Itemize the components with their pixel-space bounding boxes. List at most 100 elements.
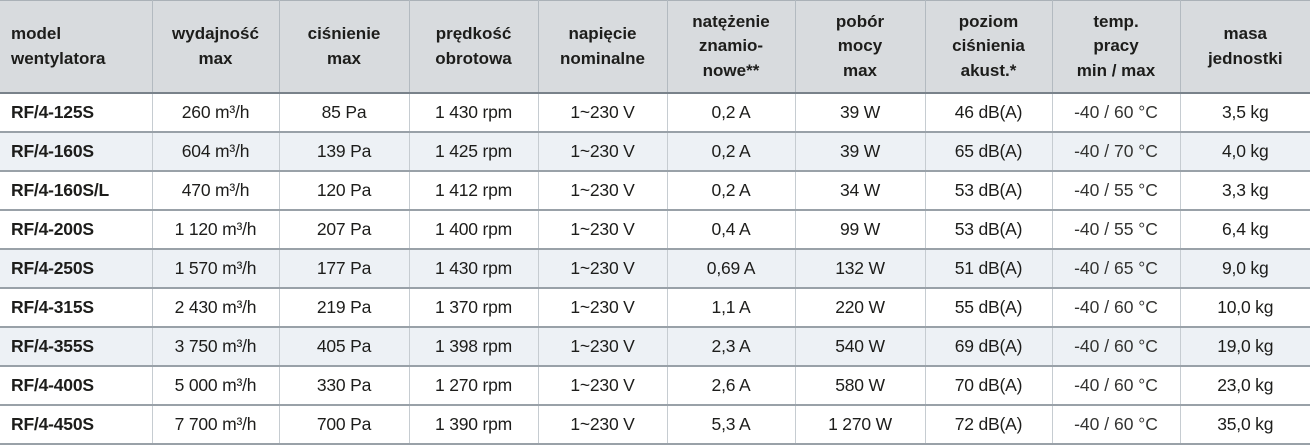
model-cell: RF/4-200S: [0, 210, 153, 250]
value-cell-pressure_max: 120 Pa: [279, 171, 410, 211]
value-cell-power_max: 99 W: [795, 210, 926, 250]
value-cell-airflow_max: 7 700 m³/h: [152, 405, 280, 445]
value-cell-nominal_voltage: 1~230 V: [538, 366, 668, 406]
value-cell-working_temp: -40 / 55 °C: [1052, 171, 1181, 211]
value-cell-rotational_speed: 1 398 rpm: [409, 327, 539, 367]
value-cell-unit_mass: 9,0 kg: [1180, 249, 1310, 289]
value-cell-working_temp: -40 / 60 °C: [1052, 366, 1181, 406]
model-cell: RF/4-315S: [0, 288, 153, 328]
value-cell-airflow_max: 3 750 m³/h: [152, 327, 280, 367]
value-cell-rotational_speed: 1 412 rpm: [409, 171, 539, 211]
value-cell-rated_current: 2,6 A: [667, 366, 796, 406]
table-row: RF/4-450S 7 700 m³/h 700 Pa 1 390 rpm 1~230 …: [0, 405, 1310, 445]
value-cell-acoustic_pressure: 55 dB(A): [925, 288, 1053, 328]
value-cell-pressure_max: 700 Pa: [279, 405, 410, 445]
value-cell-pressure_max: 330 Pa: [279, 366, 410, 406]
header-cell-airflow_max: wydajność max: [152, 0, 280, 94]
value-cell-airflow_max: 2 430 m³/h: [152, 288, 280, 328]
header-cell-working_temp: temp. pracy min / max: [1052, 0, 1181, 94]
value-cell-acoustic_pressure: 69 dB(A): [925, 327, 1053, 367]
value-cell-acoustic_pressure: 46 dB(A): [925, 93, 1053, 133]
value-cell-airflow_max: 5 000 m³/h: [152, 366, 280, 406]
header-row: model wentylatora wydajność max ciśnienie …: [0, 0, 1310, 94]
value-cell-unit_mass: 23,0 kg: [1180, 366, 1310, 406]
value-cell-power_max: 39 W: [795, 132, 926, 172]
value-cell-unit_mass: 10,0 kg: [1180, 288, 1310, 328]
model-cell: RF/4-450S: [0, 405, 153, 445]
value-cell-nominal_voltage: 1~230 V: [538, 405, 668, 445]
value-cell-rated_current: 0,4 A: [667, 210, 796, 250]
value-cell-rotational_speed: 1 425 rpm: [409, 132, 539, 172]
value-cell-working_temp: -40 / 65 °C: [1052, 249, 1181, 289]
model-cell: RF/4-355S: [0, 327, 153, 367]
value-cell-power_max: 1 270 W: [795, 405, 926, 445]
header-cell-nominal_voltage: napięcie nominalne: [538, 0, 668, 94]
value-cell-pressure_max: 219 Pa: [279, 288, 410, 328]
value-cell-rotational_speed: 1 400 rpm: [409, 210, 539, 250]
value-cell-rated_current: 0,2 A: [667, 132, 796, 172]
value-cell-pressure_max: 85 Pa: [279, 93, 410, 133]
value-cell-nominal_voltage: 1~230 V: [538, 132, 668, 172]
value-cell-unit_mass: 35,0 kg: [1180, 405, 1310, 445]
value-cell-airflow_max: 1 570 m³/h: [152, 249, 280, 289]
value-cell-airflow_max: 1 120 m³/h: [152, 210, 280, 250]
model-cell: RF/4-160S/L: [0, 171, 153, 211]
model-cell: RF/4-125S: [0, 93, 153, 133]
header-cell-unit_mass: masa jednostki: [1180, 0, 1310, 94]
value-cell-rotational_speed: 1 390 rpm: [409, 405, 539, 445]
value-cell-airflow_max: 260 m³/h: [152, 93, 280, 133]
value-cell-acoustic_pressure: 70 dB(A): [925, 366, 1053, 406]
header-cell-pressure_max: ciśnienie max: [279, 0, 410, 94]
value-cell-rated_current: 5,3 A: [667, 405, 796, 445]
table-header: model wentylatora wydajność max ciśnienie …: [0, 0, 1310, 94]
value-cell-unit_mass: 6,4 kg: [1180, 210, 1310, 250]
value-cell-nominal_voltage: 1~230 V: [538, 249, 668, 289]
value-cell-unit_mass: 4,0 kg: [1180, 132, 1310, 172]
table-row: RF/4-200S 1 120 m³/h 207 Pa 1 400 rpm 1~230 …: [0, 210, 1310, 250]
value-cell-nominal_voltage: 1~230 V: [538, 210, 668, 250]
value-cell-working_temp: -40 / 60 °C: [1052, 327, 1181, 367]
value-cell-rotational_speed: 1 370 rpm: [409, 288, 539, 328]
value-cell-nominal_voltage: 1~230 V: [538, 288, 668, 328]
value-cell-working_temp: -40 / 70 °C: [1052, 132, 1181, 172]
table-row: RF/4-250S 1 570 m³/h 177 Pa 1 430 rpm 1~230 …: [0, 249, 1310, 289]
value-cell-rated_current: 1,1 A: [667, 288, 796, 328]
value-cell-rated_current: 0,2 A: [667, 93, 796, 133]
value-cell-working_temp: -40 / 55 °C: [1052, 210, 1181, 250]
table-row: RF/4-315S 2 430 m³/h 219 Pa 1 370 rpm 1~230 …: [0, 288, 1310, 328]
value-cell-rotational_speed: 1 430 rpm: [409, 93, 539, 133]
header-cell-model: model wentylatora: [0, 0, 153, 94]
header-cell-acoustic_pressure: poziom ciśnienia akust.*: [925, 0, 1053, 94]
value-cell-acoustic_pressure: 65 dB(A): [925, 132, 1053, 172]
header-cell-rotational_speed: prędkość obrotowa: [409, 0, 539, 94]
value-cell-rotational_speed: 1 270 rpm: [409, 366, 539, 406]
value-cell-working_temp: -40 / 60 °C: [1052, 405, 1181, 445]
table-row: RF/4-355S 3 750 m³/h 405 Pa 1 398 rpm 1~230 …: [0, 327, 1310, 367]
value-cell-pressure_max: 405 Pa: [279, 327, 410, 367]
value-cell-power_max: 580 W: [795, 366, 926, 406]
value-cell-power_max: 39 W: [795, 93, 926, 133]
value-cell-working_temp: -40 / 60 °C: [1052, 288, 1181, 328]
value-cell-unit_mass: 3,5 kg: [1180, 93, 1310, 133]
table-body: RF/4-125S 260 m³/h 85 Pa 1 430 rpm 1~230 V 0,…: [0, 93, 1310, 445]
value-cell-rated_current: 2,3 A: [667, 327, 796, 367]
value-cell-airflow_max: 470 m³/h: [152, 171, 280, 211]
value-cell-power_max: 132 W: [795, 249, 926, 289]
value-cell-rated_current: 0,2 A: [667, 171, 796, 211]
value-cell-nominal_voltage: 1~230 V: [538, 171, 668, 211]
value-cell-power_max: 34 W: [795, 171, 926, 211]
table-row: RF/4-160S/L 470 m³/h 120 Pa 1 412 rpm 1~230 …: [0, 171, 1310, 211]
header-cell-rated_current: natężenie znamio- nowe**: [667, 0, 796, 94]
table-row: RF/4-125S 260 m³/h 85 Pa 1 430 rpm 1~230 V 0,…: [0, 93, 1310, 133]
value-cell-pressure_max: 207 Pa: [279, 210, 410, 250]
value-cell-pressure_max: 139 Pa: [279, 132, 410, 172]
value-cell-acoustic_pressure: 53 dB(A): [925, 210, 1053, 250]
value-cell-rated_current: 0,69 A: [667, 249, 796, 289]
table-row: RF/4-400S 5 000 m³/h 330 Pa 1 270 rpm 1~230 …: [0, 366, 1310, 406]
value-cell-airflow_max: 604 m³/h: [152, 132, 280, 172]
value-cell-working_temp: -40 / 60 °C: [1052, 93, 1181, 133]
model-cell: RF/4-400S: [0, 366, 153, 406]
